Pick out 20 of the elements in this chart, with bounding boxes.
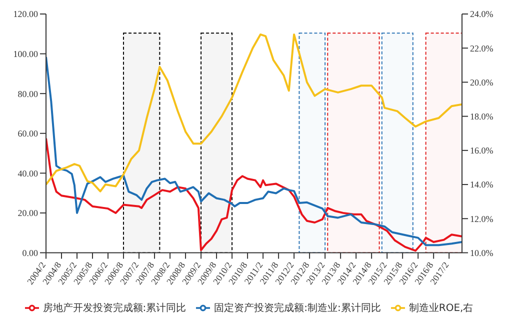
y2-tick-label: 24.0% [470, 9, 494, 20]
y-tick-label: 100.00 [13, 48, 38, 59]
y-tick-label: 120.00 [13, 9, 38, 20]
y2-tick-label: 16.0% [470, 146, 494, 156]
y-tick-label: 40.00 [18, 168, 38, 178]
y2-tick-label: 22.0% [470, 43, 494, 54]
y-tick-label: 20.00 [18, 208, 38, 218]
line-series [46, 33, 462, 192]
y-tick-label: 80.00 [18, 88, 38, 99]
y2-tick-label: 12.0% [470, 214, 494, 224]
y2-tick-label: 20.0% [470, 77, 494, 88]
legend-label: 固定资产投资完成额:制造业:累计同比 [214, 302, 381, 314]
line-series [46, 56, 462, 246]
y-tick-label: 60.00 [18, 128, 38, 139]
y-tick-label: 0.00 [22, 248, 38, 258]
y2-tick-label: 14.0% [470, 180, 494, 190]
legend-label: 制造业ROE,右 [408, 302, 474, 314]
y2-tick-label: 10.0% [470, 248, 494, 258]
legend-label: 房地产开发投资完成额:累计同比 [42, 302, 186, 314]
y2-tick-label: 18.0% [470, 112, 494, 122]
